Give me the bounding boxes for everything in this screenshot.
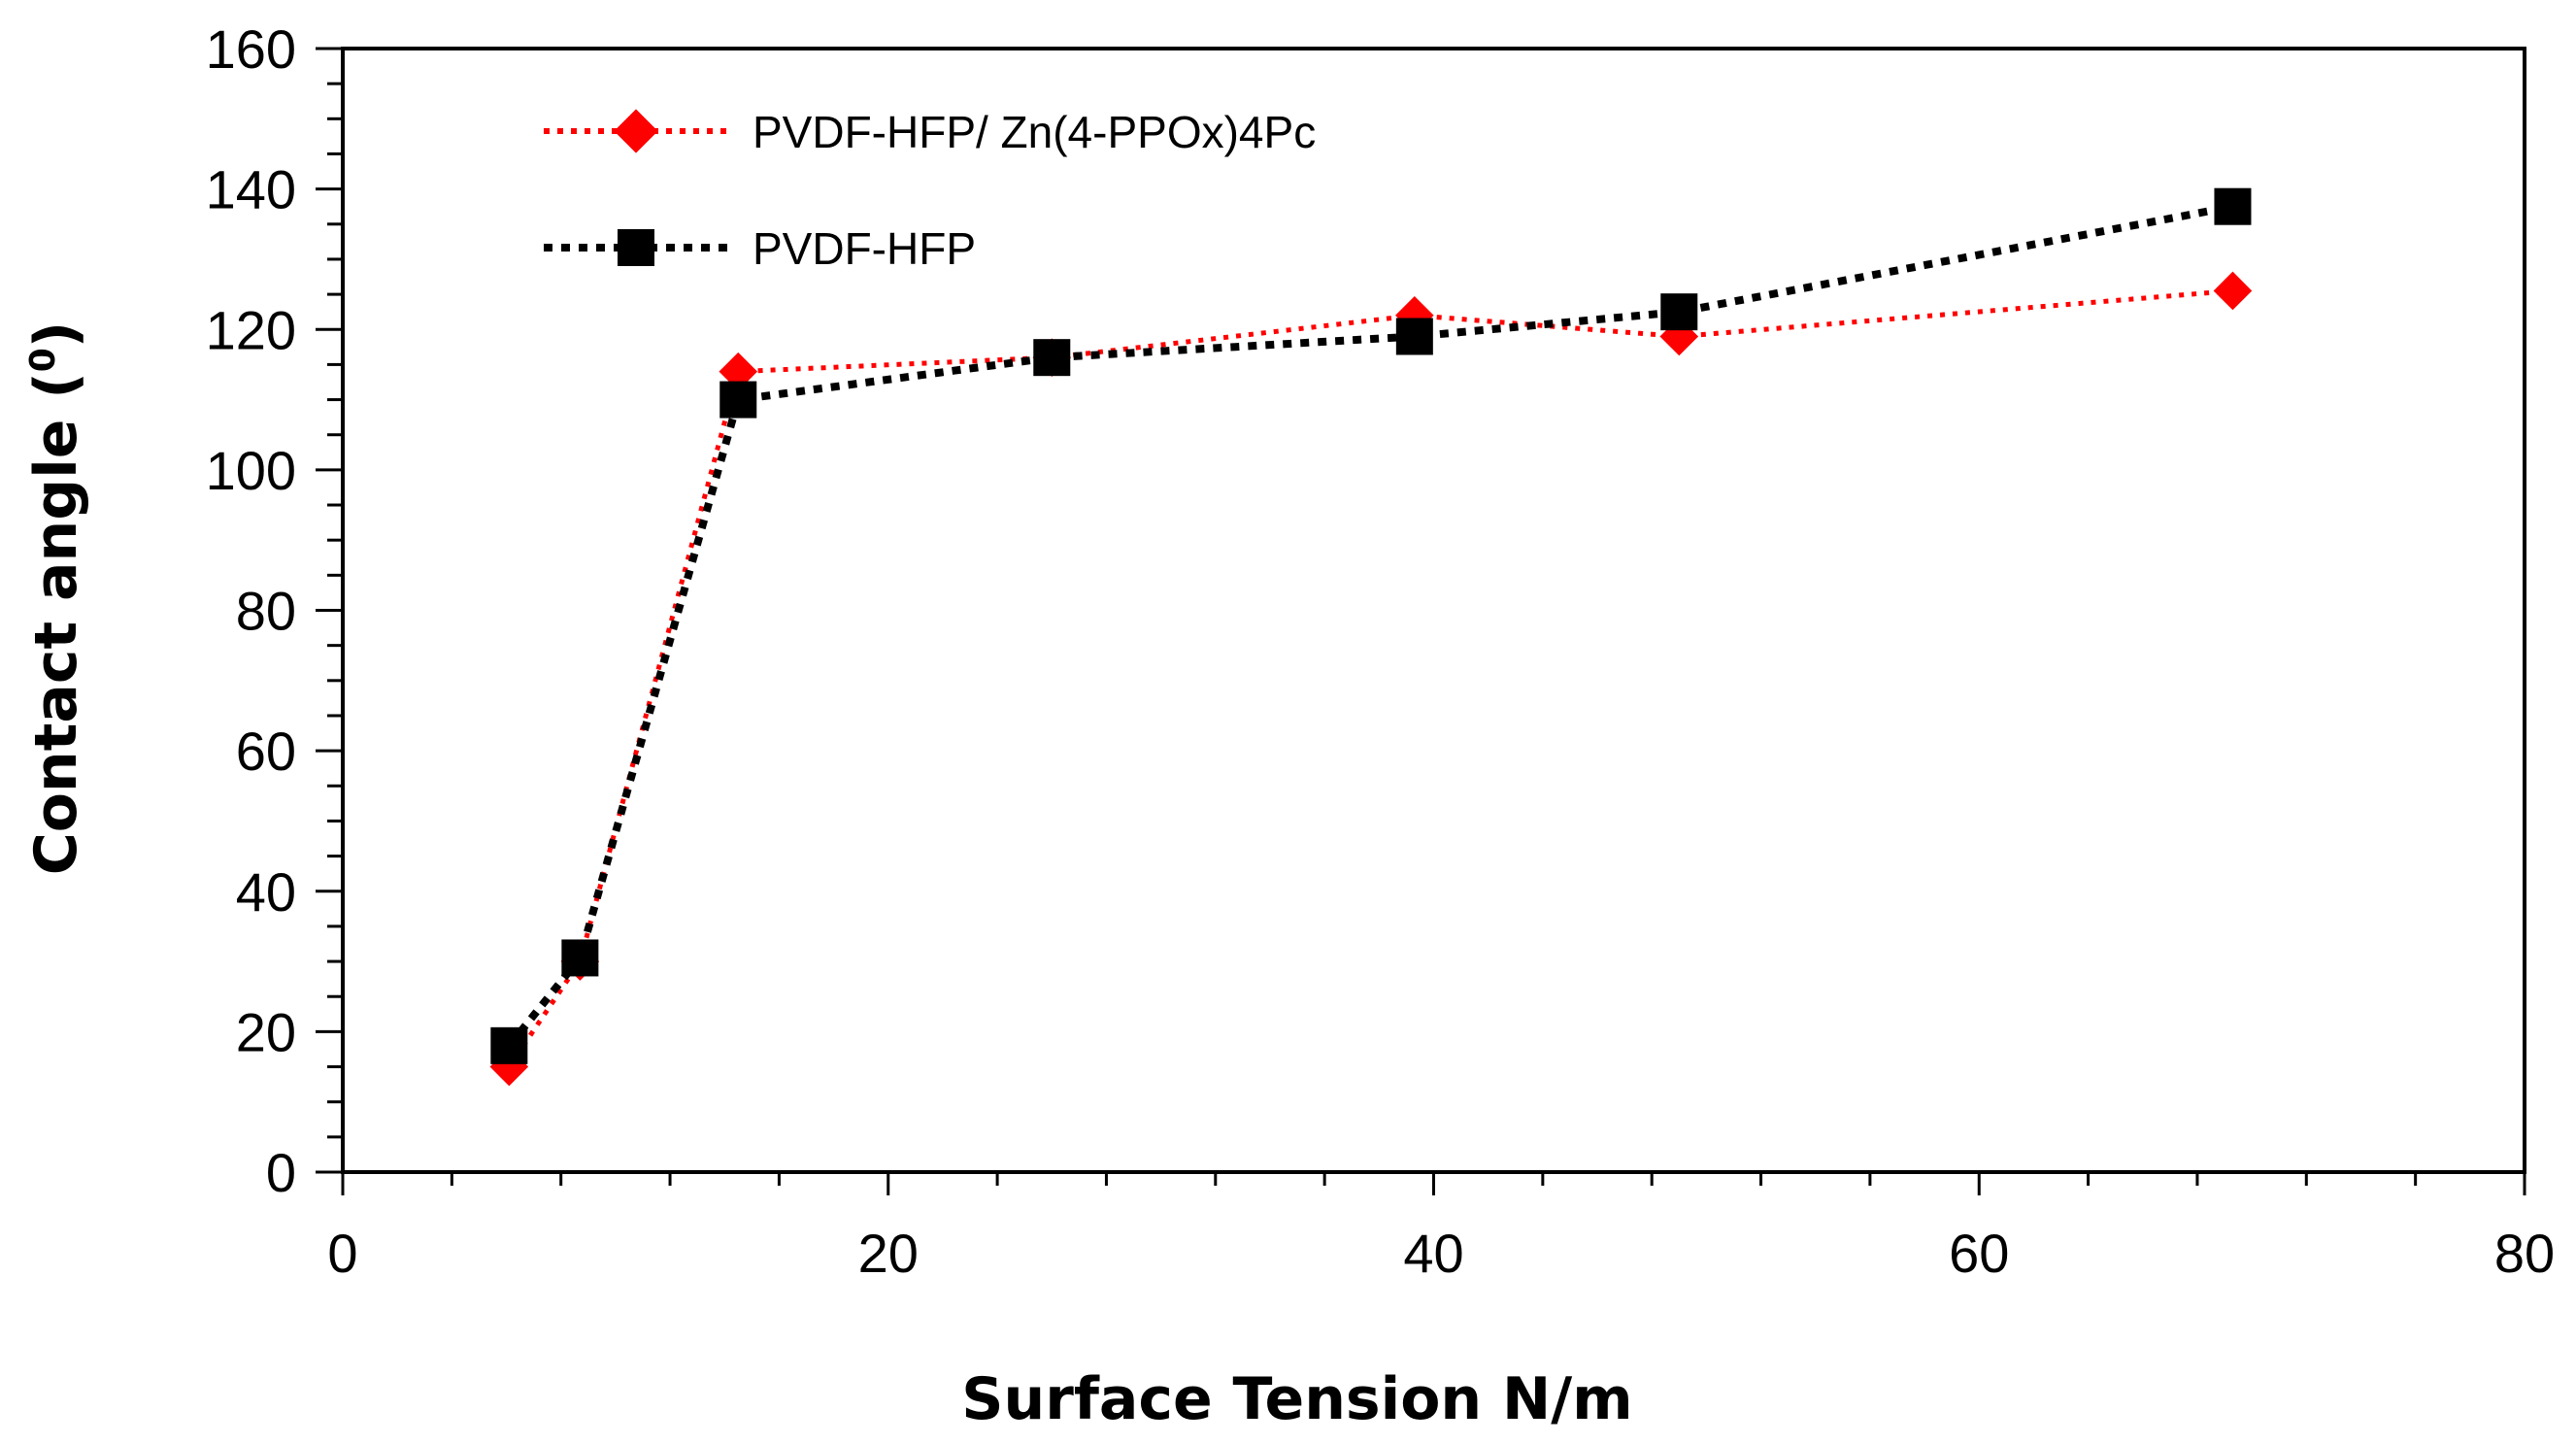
data-point-diamond — [2213, 271, 2253, 311]
y-tick-label: 20 — [236, 1001, 296, 1062]
series-square — [490, 187, 2252, 1064]
legend-label-pvdf-hfp: PVDF-HFP — [753, 223, 976, 274]
data-point-square — [1395, 318, 1433, 355]
legend-marker-square — [618, 229, 654, 266]
x-tick-label: 0 — [327, 1223, 357, 1284]
series-line-square — [506, 202, 2234, 1049]
series-layer — [489, 187, 2253, 1087]
data-point-square — [2214, 187, 2252, 225]
legend: PVDF-HFP/ Zn(4-PPOx)4Pc PVDF-HFP — [544, 107, 1316, 274]
x-tick-label: 80 — [2494, 1223, 2555, 1284]
y-axis-label-main: Contact angle ( — [22, 372, 90, 875]
x-axis-label: Surface Tension N/m — [961, 1365, 1632, 1433]
axes — [341, 47, 2526, 1174]
axis-ticks — [316, 47, 2526, 1195]
data-point-square — [561, 939, 599, 977]
y-axis-label-end: ) — [22, 321, 90, 348]
legend-marker-diamond — [614, 109, 658, 153]
y-tick-label: 40 — [236, 861, 296, 923]
data-point-diamond — [719, 352, 758, 391]
y-axis-label-superscript: 0 — [23, 348, 63, 372]
series-line-diamond — [507, 287, 2233, 1068]
y-tick-label: 60 — [236, 721, 296, 782]
x-tick-label: 20 — [858, 1223, 919, 1284]
y-axis-label: Contact angle (0) — [22, 321, 90, 875]
data-point-square — [490, 1026, 528, 1064]
legend-item-pvdf-hfp: PVDF-HFP — [544, 223, 976, 274]
legend-label-zn-pc: PVDF-HFP/ Zn(4-PPOx)4Pc — [753, 107, 1316, 157]
data-point-square — [1660, 293, 1698, 331]
data-point-square — [719, 381, 757, 419]
data-point-square — [1033, 339, 1071, 377]
legend-item-zn-pc: PVDF-HFP/ Zn(4-PPOx)4Pc — [544, 107, 1316, 157]
plot-frame — [341, 47, 2526, 1174]
x-tick-label: 60 — [1949, 1223, 2009, 1284]
y-tick-label: 160 — [206, 18, 296, 80]
y-tick-label: 120 — [206, 299, 296, 360]
y-tick-label: 0 — [266, 1142, 296, 1203]
y-tick-label: 140 — [206, 159, 296, 220]
y-tick-label: 80 — [236, 581, 296, 642]
x-tick-label: 40 — [1403, 1223, 1463, 1284]
y-tick-label: 100 — [206, 440, 296, 501]
tick-labels: 0 20 40 60 80 100 120 140 160 0 20 40 60 80 — [206, 18, 2556, 1284]
